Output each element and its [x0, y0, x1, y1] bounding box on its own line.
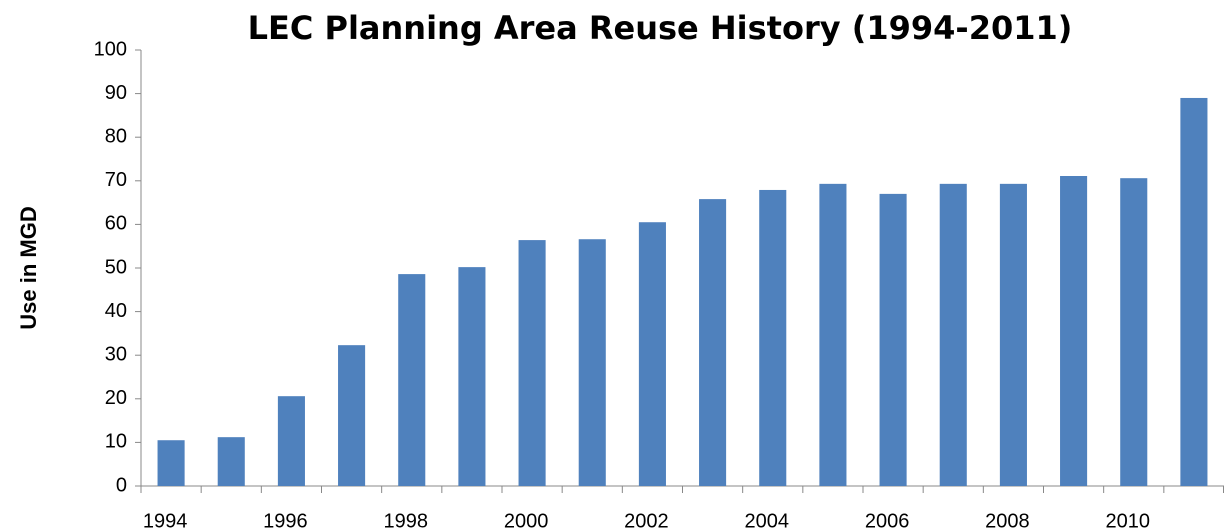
bar	[157, 440, 185, 486]
y-axis-label: Use in MGD	[16, 206, 41, 329]
bar	[999, 183, 1027, 487]
y-tick-label: 20	[105, 387, 127, 409]
x-tick-label: 2004	[745, 510, 790, 531]
x-tick-label: 1994	[143, 510, 188, 531]
x-tick-label: 1998	[384, 510, 429, 531]
bar	[759, 189, 787, 486]
y-tick-label: 90	[105, 82, 127, 104]
bar	[578, 239, 606, 486]
y-tick-label: 70	[105, 169, 127, 191]
y-tick-label: 80	[105, 125, 127, 147]
bar	[458, 267, 486, 486]
y-tick-label: 40	[105, 300, 127, 322]
x-tick-label: 1996	[263, 510, 308, 531]
y-tick-label: 10	[105, 431, 127, 453]
x-tick-label: 2010	[1106, 510, 1151, 531]
y-tick-label: 30	[105, 343, 127, 365]
x-tick-label: 2002	[624, 510, 669, 531]
y-tick-label: 50	[105, 256, 127, 278]
bar	[699, 199, 727, 486]
y-tick-label: 60	[105, 213, 127, 235]
x-tick-label: 2000	[504, 510, 549, 531]
bar	[939, 183, 967, 487]
bar	[217, 437, 245, 486]
bar	[879, 193, 907, 486]
x-tick-label: 2008	[985, 510, 1030, 531]
bar	[277, 396, 305, 486]
bar	[819, 183, 847, 487]
chart-title: LEC Planning Area Reuse History (1994-20…	[248, 9, 1073, 47]
y-tick-label: 0	[116, 474, 127, 496]
x-tick-label: 2006	[865, 510, 910, 531]
bar	[398, 274, 426, 486]
bar	[518, 240, 546, 486]
bar	[1120, 178, 1148, 486]
bar	[338, 345, 366, 486]
bar	[638, 222, 666, 486]
y-tick-label: 100	[94, 38, 127, 60]
bar	[1060, 176, 1088, 486]
bar	[1180, 97, 1208, 487]
